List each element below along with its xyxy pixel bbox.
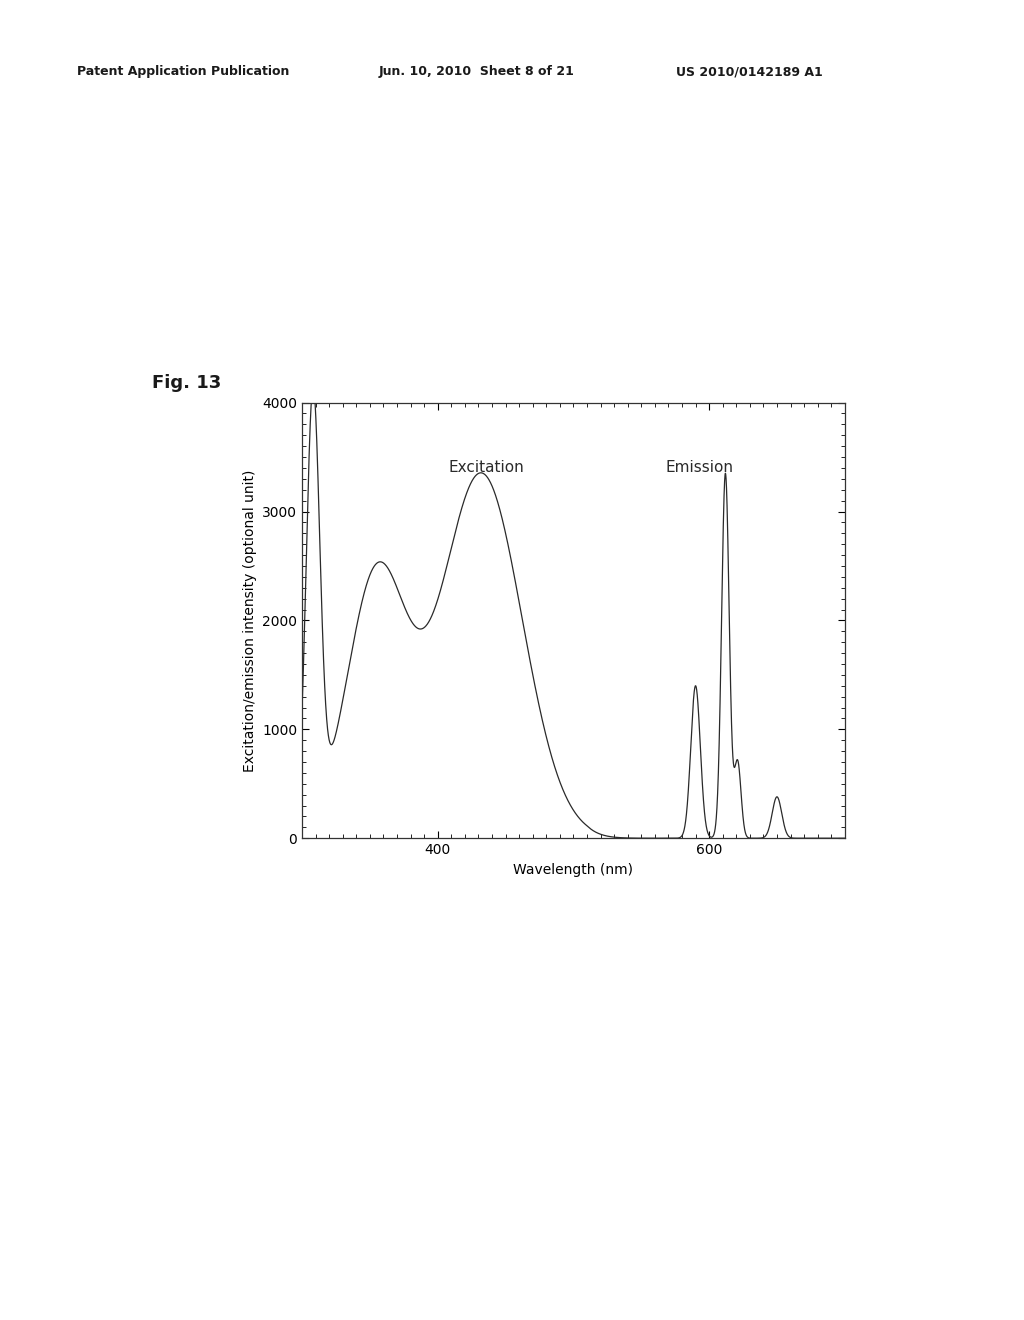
Text: Patent Application Publication: Patent Application Publication <box>77 65 289 78</box>
Y-axis label: Excitation/emission intensity (optional unit): Excitation/emission intensity (optional … <box>243 469 257 772</box>
Text: Excitation: Excitation <box>449 461 524 475</box>
Text: Fig. 13: Fig. 13 <box>152 374 221 392</box>
Text: US 2010/0142189 A1: US 2010/0142189 A1 <box>676 65 822 78</box>
Text: Jun. 10, 2010  Sheet 8 of 21: Jun. 10, 2010 Sheet 8 of 21 <box>379 65 574 78</box>
Text: Emission: Emission <box>666 461 734 475</box>
X-axis label: Wavelength (nm): Wavelength (nm) <box>513 862 634 876</box>
